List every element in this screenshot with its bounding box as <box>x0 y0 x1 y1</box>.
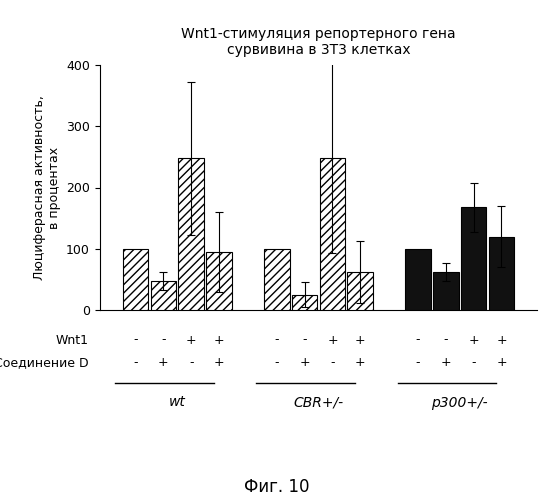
Text: Фиг. 10: Фиг. 10 <box>244 478 310 496</box>
Text: -: - <box>302 334 307 346</box>
Bar <box>433 272 459 310</box>
Text: +: + <box>468 334 479 346</box>
Text: +: + <box>214 334 224 346</box>
Text: -: - <box>444 334 448 346</box>
Bar <box>151 281 176 310</box>
Text: +: + <box>186 334 197 346</box>
Text: +: + <box>355 356 366 369</box>
Bar <box>178 158 204 310</box>
Bar <box>406 248 431 310</box>
Text: -: - <box>416 334 420 346</box>
Text: p300+/-: p300+/- <box>432 396 488 409</box>
Text: -: - <box>189 356 193 369</box>
Bar <box>264 248 290 310</box>
Text: wt: wt <box>169 396 186 409</box>
Bar <box>292 294 317 310</box>
Text: +: + <box>327 334 338 346</box>
Text: Соединение D: Соединение D <box>0 356 89 369</box>
Text: +: + <box>158 356 169 369</box>
Title: Wnt1-стимуляция репортерного гена
сурвивина в 3Т3 клетках: Wnt1-стимуляция репортерного гена сурвив… <box>181 26 456 57</box>
Bar <box>461 207 486 310</box>
Text: CBR+/-: CBR+/- <box>294 396 343 409</box>
Text: -: - <box>134 334 138 346</box>
Bar <box>320 158 345 310</box>
Text: +: + <box>299 356 310 369</box>
Bar <box>347 272 373 310</box>
Text: -: - <box>275 356 279 369</box>
Text: +: + <box>355 334 366 346</box>
Text: -: - <box>161 334 166 346</box>
Bar <box>123 248 148 310</box>
Text: -: - <box>416 356 420 369</box>
Text: +: + <box>440 356 451 369</box>
Text: +: + <box>496 334 507 346</box>
Text: -: - <box>275 334 279 346</box>
Text: Wnt1: Wnt1 <box>55 334 89 346</box>
Text: +: + <box>496 356 507 369</box>
Bar <box>489 236 514 310</box>
Text: -: - <box>134 356 138 369</box>
Y-axis label: Люциферасная активность,
в процентах: Люциферасная активность, в процентах <box>33 95 60 280</box>
Text: +: + <box>214 356 224 369</box>
Bar <box>206 252 232 310</box>
Text: -: - <box>471 356 476 369</box>
Text: -: - <box>330 356 335 369</box>
